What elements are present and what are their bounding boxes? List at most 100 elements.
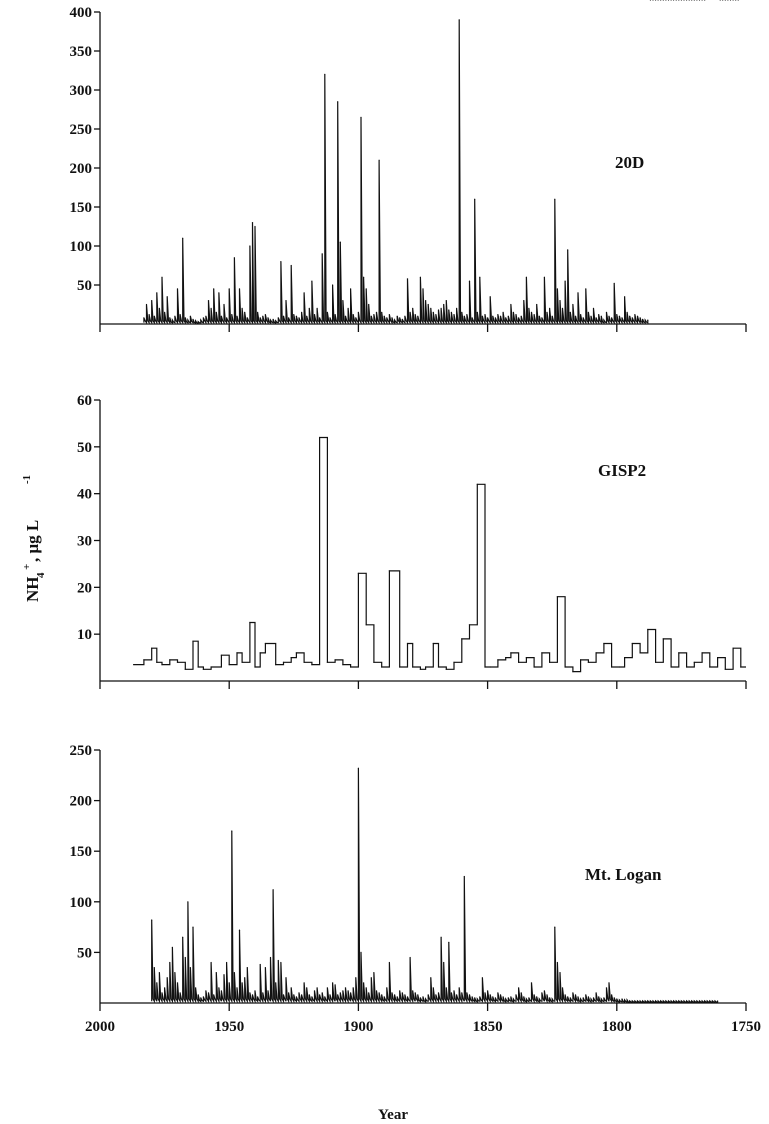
- data-point: [538, 998, 540, 1000]
- data-point: [624, 296, 626, 298]
- data-point: [394, 994, 396, 996]
- data-point: [308, 307, 310, 309]
- data-point: [510, 652, 512, 654]
- data-point: [337, 101, 339, 103]
- y-tick-label: 300: [70, 83, 93, 99]
- data-point: [182, 237, 184, 239]
- data-point: [492, 315, 494, 317]
- data-point: [174, 315, 176, 317]
- data-point: [308, 994, 310, 996]
- data-point: [280, 261, 282, 263]
- data-point: [678, 0, 680, 1]
- data-point: [704, 0, 706, 1]
- data-point: [352, 987, 354, 989]
- data-point: [357, 311, 359, 313]
- data-point: [440, 307, 442, 309]
- data-point: [220, 654, 222, 656]
- y-tick-label: 150: [70, 844, 93, 860]
- data-point: [546, 311, 548, 313]
- data-point: [365, 288, 367, 290]
- data-point: [665, 0, 667, 1]
- data-point: [288, 317, 290, 319]
- data-point: [275, 982, 277, 984]
- data-point: [195, 320, 197, 322]
- data-point: [603, 319, 605, 321]
- data-point: [639, 1000, 641, 1002]
- data-point: [223, 974, 225, 976]
- data-point: [686, 666, 688, 668]
- data-point: [254, 225, 256, 228]
- data-point: [321, 253, 323, 255]
- data-point: [484, 314, 486, 316]
- data-point: [174, 972, 176, 974]
- data-point: [396, 996, 398, 998]
- data-point: [717, 1000, 719, 1002]
- data-point: [577, 292, 579, 294]
- data-point: [636, 1000, 639, 1002]
- data-point: [259, 963, 261, 966]
- data-point: [313, 990, 316, 992]
- data-point: [355, 317, 357, 319]
- data-point: [510, 996, 512, 998]
- data-point: [233, 972, 235, 974]
- data-point: [546, 994, 548, 996]
- data-point: [189, 967, 191, 969]
- data-point: [693, 1000, 695, 1002]
- data-point: [463, 875, 465, 878]
- data-point: [396, 315, 398, 317]
- data-point: [683, 0, 685, 1]
- data-point: [673, 0, 675, 1]
- data-point: [458, 19, 460, 21]
- data-point: [587, 311, 590, 313]
- data-point: [419, 997, 421, 999]
- data-point: [257, 311, 259, 313]
- data-point: [244, 311, 246, 313]
- data-point: [277, 959, 279, 962]
- data-point: [673, 1000, 675, 1002]
- data-point: [156, 292, 158, 294]
- data-point: [383, 996, 385, 998]
- data-point: [551, 315, 553, 317]
- data-point: [378, 159, 380, 161]
- data-point: [409, 311, 411, 313]
- data-point: [267, 317, 269, 319]
- panel-2: 50 100 150 200 250 2000 1950 1900 1850 1800 1750 Mt…: [70, 0, 761, 1035]
- data-point: [662, 638, 664, 640]
- data-point: [629, 315, 631, 317]
- data-point: [406, 278, 409, 280]
- data-point: [295, 315, 297, 317]
- data-point: [143, 317, 145, 319]
- y-axis-label-sup: +: [21, 564, 33, 570]
- data-point: [277, 317, 279, 319]
- data-point: [647, 628, 649, 631]
- data-point: [678, 1000, 680, 1002]
- data-point: [445, 300, 447, 302]
- data-point: [437, 309, 440, 311]
- data-point: [515, 994, 517, 996]
- data-point: [574, 994, 577, 996]
- x-tick-label: 1750: [731, 1019, 761, 1035]
- series-line-mt-logan: [151, 768, 719, 1004]
- data-point: [350, 288, 352, 290]
- data-point: [437, 666, 440, 668]
- y-tick-label: 20: [77, 580, 92, 596]
- data-point: [394, 319, 396, 321]
- data-point: [151, 647, 153, 649]
- data-point: [151, 300, 153, 302]
- data-point: [241, 982, 243, 984]
- data-point: [432, 311, 434, 313]
- data-point: [357, 572, 359, 574]
- data-point: [590, 998, 592, 1000]
- data-point: [639, 652, 641, 654]
- data-point: [592, 307, 595, 309]
- data-point: [595, 317, 597, 319]
- data-point: [709, 666, 711, 668]
- data-point: [561, 987, 564, 989]
- data-point: [569, 997, 571, 999]
- data-point: [497, 992, 499, 994]
- data-point: [611, 666, 613, 668]
- data-point: [192, 318, 194, 320]
- y-tick-label: 150: [70, 200, 93, 216]
- data-point: [686, 1000, 688, 1002]
- data-point: [282, 661, 285, 663]
